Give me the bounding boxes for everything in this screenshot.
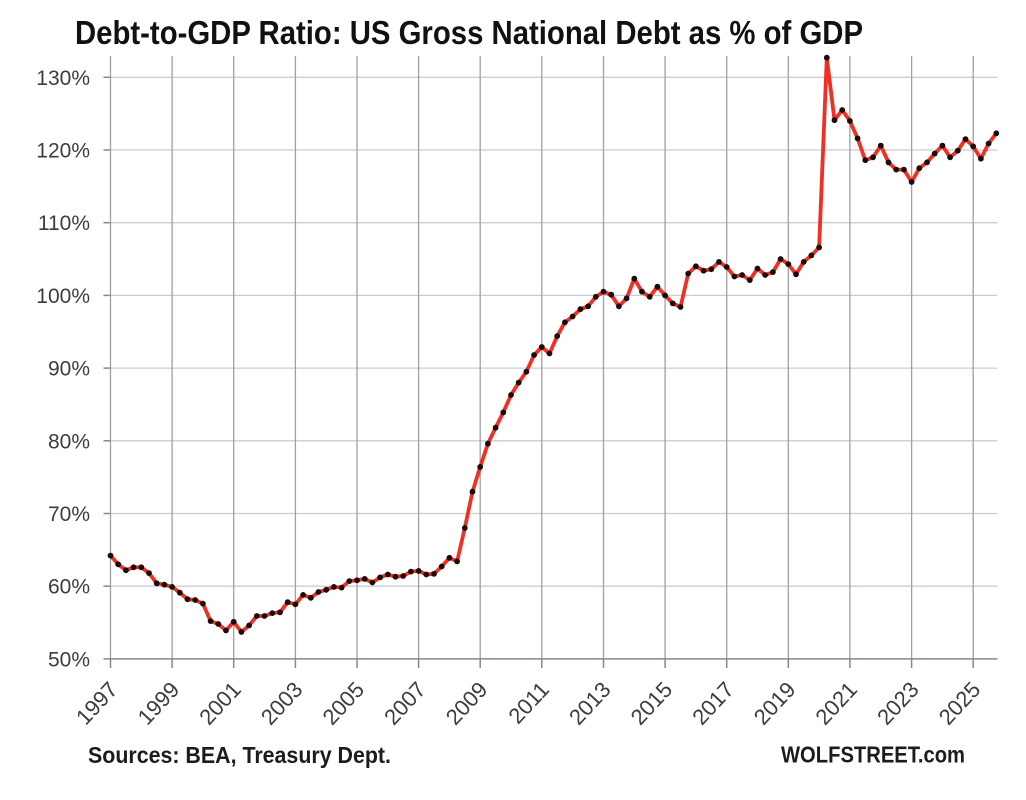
svg-text:WOLFSTREET.com: WOLFSTREET.com xyxy=(781,742,965,768)
svg-text:90%: 90% xyxy=(48,358,90,381)
svg-text:120%: 120% xyxy=(36,140,90,163)
svg-text:Debt-to-GDP Ratio: US Gross Na: Debt-to-GDP Ratio: US Gross National Deb… xyxy=(75,14,863,51)
svg-text:80%: 80% xyxy=(48,430,90,453)
svg-text:110%: 110% xyxy=(38,212,90,235)
svg-text:70%: 70% xyxy=(48,503,90,526)
svg-text:100%: 100% xyxy=(36,285,90,308)
svg-text:130%: 130% xyxy=(36,67,90,90)
svg-text:Sources: BEA, Treasury Dept.: Sources: BEA, Treasury Dept. xyxy=(88,742,391,768)
svg-text:50%: 50% xyxy=(48,648,90,671)
svg-text:60%: 60% xyxy=(48,576,90,599)
